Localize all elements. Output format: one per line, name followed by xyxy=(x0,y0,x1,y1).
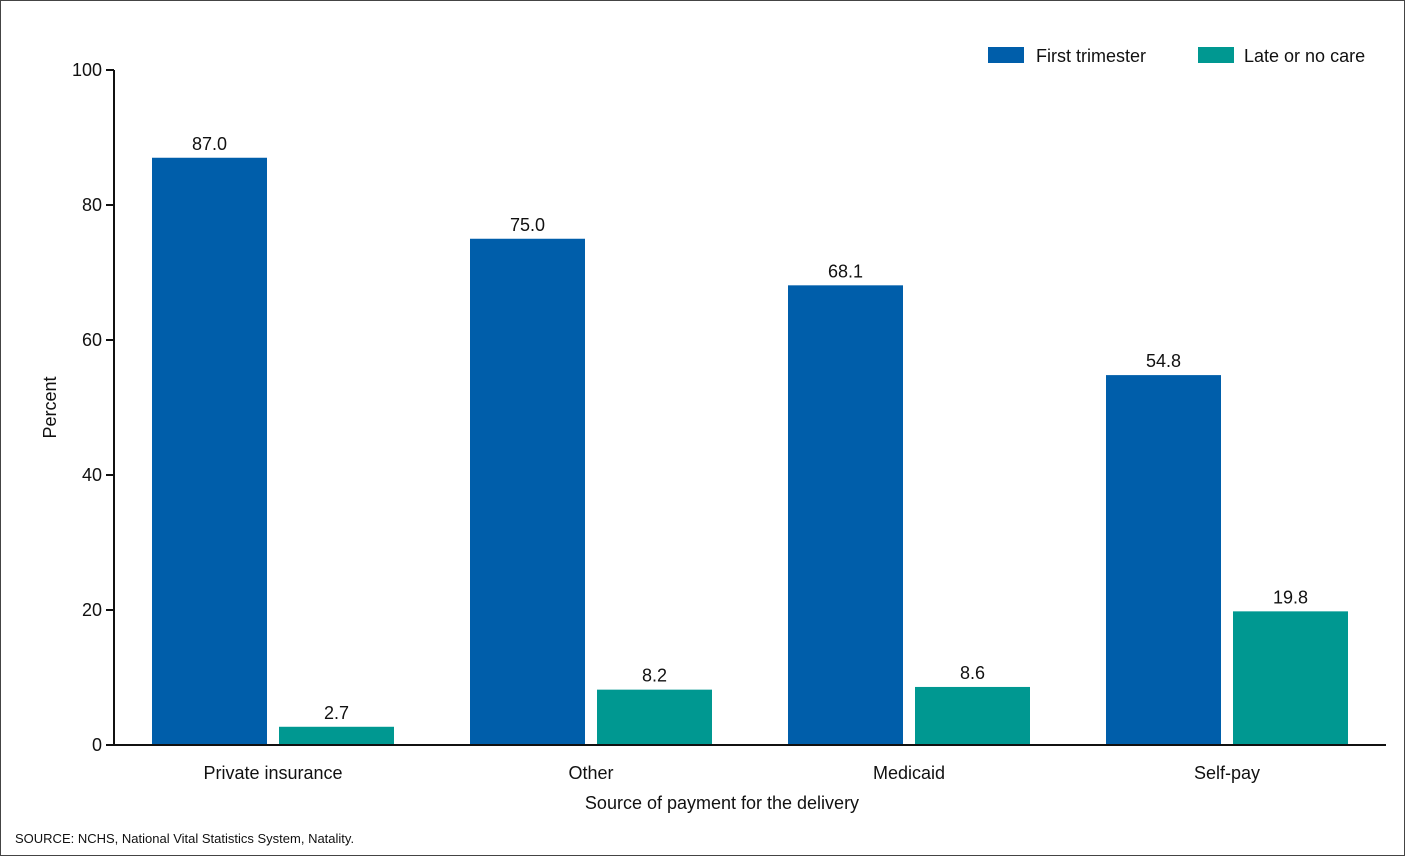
x-tick-label: Private insurance xyxy=(203,763,342,783)
bar-late-or-no-care xyxy=(1233,611,1348,745)
y-tick-label: 40 xyxy=(82,465,102,485)
y-tick-label: 60 xyxy=(82,330,102,350)
y-tick-label: 80 xyxy=(82,195,102,215)
bar-value-label: 68.1 xyxy=(828,261,863,281)
y-tick-label: 20 xyxy=(82,600,102,620)
x-tick-label: Other xyxy=(568,763,613,783)
bar-value-label: 54.8 xyxy=(1146,351,1181,371)
bar-value-label: 75.0 xyxy=(510,215,545,235)
bar-late-or-no-care xyxy=(915,686,1030,745)
bar-first-trimester xyxy=(470,238,585,745)
bar-first-trimester xyxy=(152,157,267,745)
x-tick-label: Medicaid xyxy=(873,763,945,783)
legend-swatch xyxy=(1198,47,1234,63)
y-tick-label: 0 xyxy=(92,735,102,755)
bar-value-label: 2.7 xyxy=(324,703,349,723)
x-tick-label: Self-pay xyxy=(1194,763,1260,783)
bar-first-trimester xyxy=(1106,375,1221,745)
y-axis-title: Percent xyxy=(40,376,60,438)
bar-value-label: 8.2 xyxy=(642,666,667,686)
bars: 87.0 2.7 75.0 8.2 68.1 8.6 54.8 19.8 xyxy=(152,134,1348,745)
bar-first-trimester xyxy=(788,285,903,745)
x-axis: Private insurance Other Medicaid Self-pay xyxy=(114,744,1386,783)
bar-value-label: 87.0 xyxy=(192,134,227,154)
bar-late-or-no-care xyxy=(279,726,394,745)
legend-label: Late or no care xyxy=(1244,46,1365,66)
x-axis-title: Source of payment for the delivery xyxy=(585,793,859,813)
legend: First trimester Late or no care xyxy=(988,46,1365,66)
source-note: SOURCE: NCHS, National Vital Statistics … xyxy=(15,831,354,846)
bar-late-or-no-care xyxy=(597,689,712,745)
legend-label: First trimester xyxy=(1036,46,1146,66)
bar-value-label: 19.8 xyxy=(1273,587,1308,607)
y-tick-label: 100 xyxy=(72,60,102,80)
legend-swatch xyxy=(988,47,1024,63)
y-axis: 0 20 40 60 80 100 xyxy=(72,60,115,755)
bar-value-label: 8.6 xyxy=(960,663,985,683)
